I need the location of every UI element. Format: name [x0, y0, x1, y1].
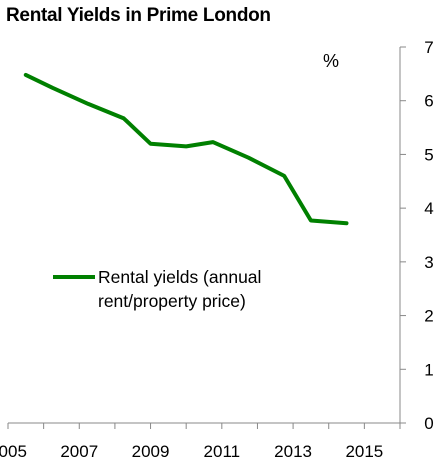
- legend-label: Rental yields (annual: [98, 267, 261, 287]
- y-tick-label: 4: [424, 199, 433, 218]
- x-tick-label: 2007: [60, 442, 98, 461]
- y-tick-label: 1: [424, 360, 433, 379]
- legend: Rental yields (annual rent/property price…: [53, 267, 261, 311]
- y-tick-label: 6: [424, 92, 433, 111]
- chart-title: Rental Yields in Prime London: [6, 5, 271, 26]
- series-layer: [23, 72, 349, 226]
- x-tick-label: 2005: [0, 442, 27, 461]
- chart-axes: [7, 46, 406, 429]
- y-tick-label: 7: [424, 38, 433, 57]
- y-tick-label: 2: [424, 307, 433, 326]
- x-tick-label: 2013: [274, 442, 312, 461]
- y-tick-label: 3: [424, 253, 433, 272]
- x-tick-label: 2009: [132, 442, 170, 461]
- series-line: [23, 72, 349, 226]
- y-tick-label: 5: [424, 145, 433, 164]
- legend-label: rent/property price): [98, 291, 246, 311]
- x-tick-label: 2015: [345, 442, 383, 461]
- tick-labels: 2005 2007 2009 2011 2013 2015 0 1 2 3 4 5 6 7%: [0, 38, 434, 461]
- y-unit-label: %: [323, 51, 339, 71]
- x-tick-label: 2011: [204, 442, 241, 461]
- y-tick-label: 0: [424, 414, 433, 433]
